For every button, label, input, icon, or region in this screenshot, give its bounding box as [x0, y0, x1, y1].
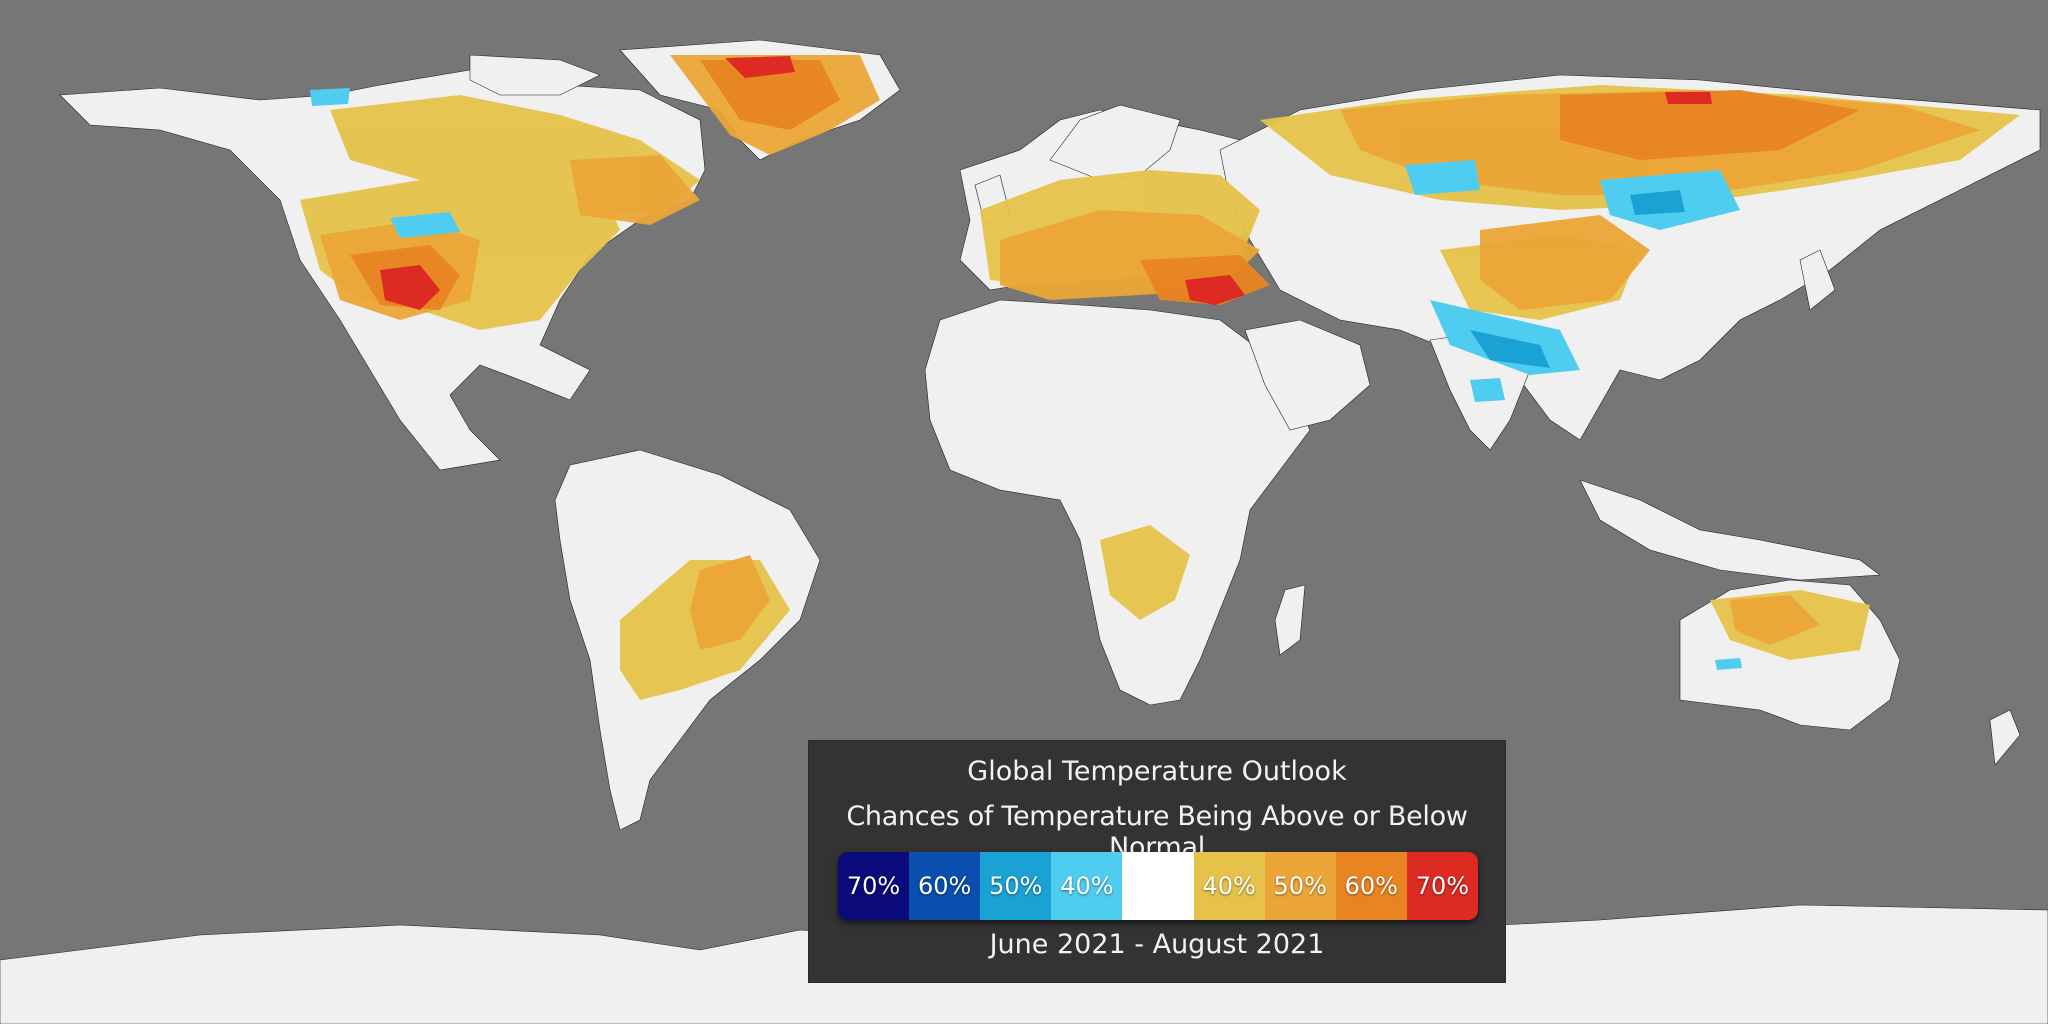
legend-period: June 2021 - August 2021 — [989, 929, 1325, 960]
region-australia-50 — [1730, 595, 1820, 645]
legend-swatch-below-0: 70% — [838, 852, 910, 920]
legend-swatch-below-1: 60% — [909, 852, 981, 920]
region-africa-40 — [1100, 525, 1190, 620]
legend-swatch-above-5: 40% — [1193, 852, 1265, 920]
new-zealand — [1989, 709, 2021, 766]
region-tibet-50 — [1470, 330, 1550, 368]
outlook-below-normal — [310, 88, 1742, 670]
region-siberia-60 — [1560, 90, 1860, 160]
legend-title: Global Temperature Outlook — [967, 756, 1347, 787]
legend-swatch-above-6: 50% — [1264, 852, 1336, 920]
legend-swatch-above-7: 60% — [1335, 852, 1407, 920]
arctic-islands — [469, 54, 601, 96]
legend-swatch-normal-4 — [1122, 852, 1194, 920]
legend-swatch-below-3: 40% — [1051, 852, 1123, 920]
arabia — [1244, 319, 1371, 431]
region-alaska-40 — [310, 88, 350, 106]
legend-subtitle: Chances of Temperature Being Above or Be… — [846, 801, 1468, 863]
region-australia-sw-40 — [1715, 658, 1742, 670]
region-canada-east-50 — [570, 155, 700, 225]
legend-panel: Global Temperature Outlook Chances of Te… — [808, 740, 1506, 983]
region-greenland-60 — [700, 60, 840, 130]
madagascar — [1274, 584, 1306, 656]
region-siberia-70 — [1665, 92, 1712, 104]
region-greenland-70 — [725, 56, 795, 78]
region-central-asia-50 — [1480, 215, 1650, 310]
region-utah-70 — [380, 265, 440, 310]
indonesia — [1579, 479, 1881, 581]
region-plains-40 — [390, 212, 460, 238]
legend-swatch-below-2: 50% — [980, 852, 1052, 920]
region-siberia-50b — [1630, 190, 1685, 215]
outlook-above-normal — [300, 55, 2020, 700]
region-brazil-50 — [690, 555, 770, 650]
africa — [924, 299, 1311, 706]
region-turkey-70 — [1185, 275, 1245, 305]
region-india-40 — [1470, 378, 1505, 402]
japan — [1799, 249, 1836, 311]
legend-swatch-above-8: 70% — [1406, 852, 1478, 920]
color-scale: 70% 60% 50% 40% 40% 50% 60% 70% — [838, 852, 1478, 920]
region-russia-west-40 — [1405, 160, 1480, 195]
